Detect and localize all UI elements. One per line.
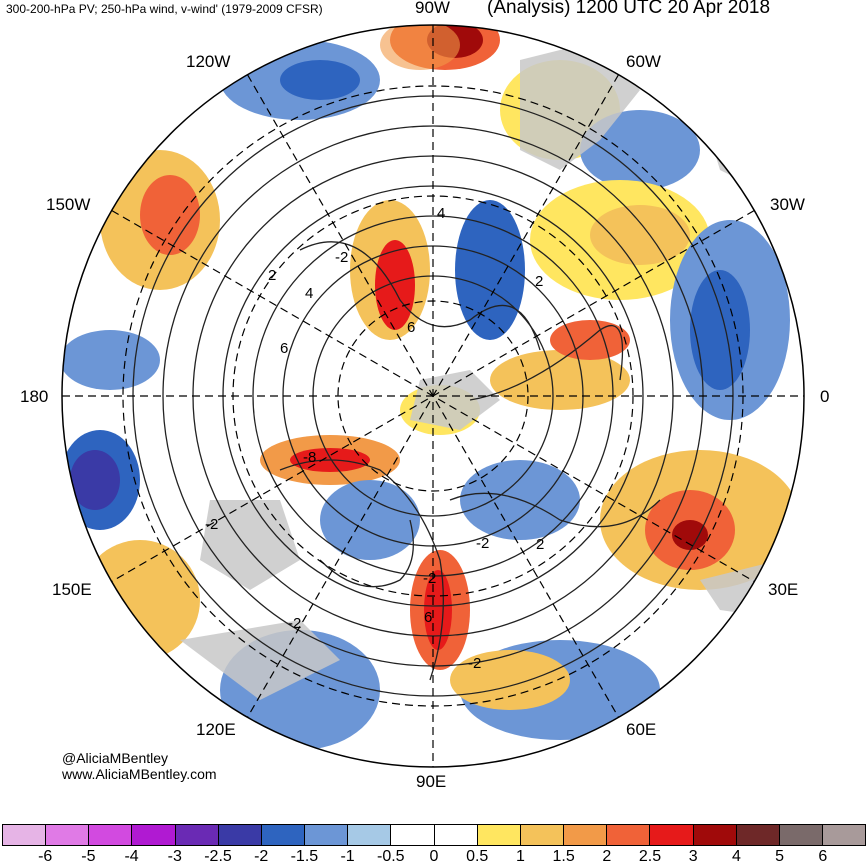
colorbar-swatch — [607, 824, 651, 846]
colorbar-swatch — [564, 824, 608, 846]
colorbar-tick-label: 5 — [775, 848, 785, 865]
lon-label-90e: 90E — [416, 772, 447, 791]
contour-label: -2 — [476, 535, 489, 552]
colorbar-swatch — [132, 824, 176, 846]
colorbar-swatch — [693, 824, 737, 846]
colorbar-swatch — [520, 824, 565, 846]
colorbar-tick-label: -1 — [340, 848, 355, 865]
contour-label: 2 — [268, 267, 276, 284]
colorbar-swatch — [779, 824, 823, 846]
contour-label: -2 — [468, 655, 481, 672]
analysis-time: (Analysis) 1200 UTC 20 Apr 2018 — [487, 0, 771, 18]
colorbar-tick-label: 3 — [688, 848, 698, 865]
colorbar-swatch — [261, 824, 306, 846]
contour-label: 2 — [535, 273, 543, 290]
contour-label: 4 — [305, 285, 313, 302]
lon-label-60e: 60E — [626, 720, 657, 739]
product-title: 300-200-hPa PV; 250-hPa wind, v-wind' (1… — [6, 2, 323, 16]
colorbar-tick-label: 4 — [731, 848, 741, 865]
contour-label: -2 — [205, 516, 218, 533]
lon-label-180: 180 — [20, 387, 49, 406]
colorbar-swatch — [822, 824, 867, 846]
lon-label-90w: 90W — [415, 0, 450, 17]
contour-label: 6 — [280, 340, 288, 357]
colorbar-tick-label: 2.5 — [638, 848, 662, 865]
colorbar — [2, 824, 867, 846]
colorbar-tick-label: -5 — [81, 848, 96, 865]
colorbar-swatch — [305, 824, 349, 846]
colorbar-swatch — [175, 824, 219, 846]
lon-label-120w: 120W — [186, 52, 231, 71]
author-handle: @AliciaMBentley — [62, 750, 169, 766]
contour-label: 6 — [407, 319, 415, 336]
colorbar-swatch — [391, 824, 435, 846]
colorbar-tick-label: -2 — [254, 848, 269, 865]
colorbar-swatch — [736, 824, 780, 846]
graticule — [62, 25, 804, 767]
colorbar-swatch — [650, 824, 694, 846]
colorbar-tick-label: 0 — [429, 848, 439, 865]
contour-label: -2 — [288, 615, 301, 632]
contour-label: -2 — [423, 570, 436, 587]
lon-label-120e: 120E — [196, 720, 236, 739]
contour-labels: 4 -2 2 4 6 6 2 -8 -2 2 -2 -2 6 -2 -2 — [205, 205, 544, 672]
colorbar-tick-label: -3 — [167, 848, 182, 865]
colorbar-swatch — [2, 824, 47, 846]
colorbar-tick-label: 2 — [602, 848, 612, 865]
colorbar-swatch — [348, 824, 392, 846]
contour-label: 2 — [536, 536, 544, 553]
lon-label-150e: 150E — [52, 580, 92, 599]
colorbar-swatch — [89, 824, 133, 846]
contour-label: 4 — [437, 205, 445, 222]
colorbar-swatch — [477, 824, 521, 846]
colorbar-tick-label: 6 — [818, 848, 828, 865]
colorbar-swatch — [434, 824, 478, 846]
contour-label: 6 — [424, 609, 432, 626]
colorbar-tick-label: 1.5 — [552, 848, 575, 865]
contour-label: -2 — [335, 249, 348, 266]
colorbar-tick-label: -0.5 — [377, 848, 405, 865]
colorbar-swatch — [218, 824, 262, 846]
lon-label-60w: 60W — [626, 52, 661, 71]
colorbar-ticks: -6 -5 -4 -3 -2.5 -2 -1.5 -1 -0.5 0 0.5 1 1.5 2 2.5 3 4 5 6 — [2, 848, 866, 865]
colorbar-tick-label: -6 — [38, 848, 53, 865]
lon-label-30e: 30E — [768, 580, 799, 599]
lon-label-0: 0 — [820, 387, 830, 406]
map-boundary — [61, 24, 805, 768]
colorbar-tick-label: 1 — [515, 848, 525, 865]
lon-label-30w: 30W — [770, 195, 805, 214]
contour-label: -8 — [303, 449, 316, 466]
author-website: www.AliciaMBentley.com — [62, 766, 217, 782]
lon-label-150w: 150W — [46, 195, 91, 214]
colorbar-tick-label: 0.5 — [466, 848, 489, 865]
colorbar-swatch — [46, 824, 90, 846]
colorbar-tick-label: -2.5 — [204, 848, 232, 865]
colorbar-tick-label: -4 — [124, 848, 139, 865]
polar-map: 4 -2 2 4 6 6 2 -8 -2 2 -2 -2 6 -2 -2 — [61, 24, 805, 768]
colorbar-tick-label: -1.5 — [290, 848, 319, 865]
